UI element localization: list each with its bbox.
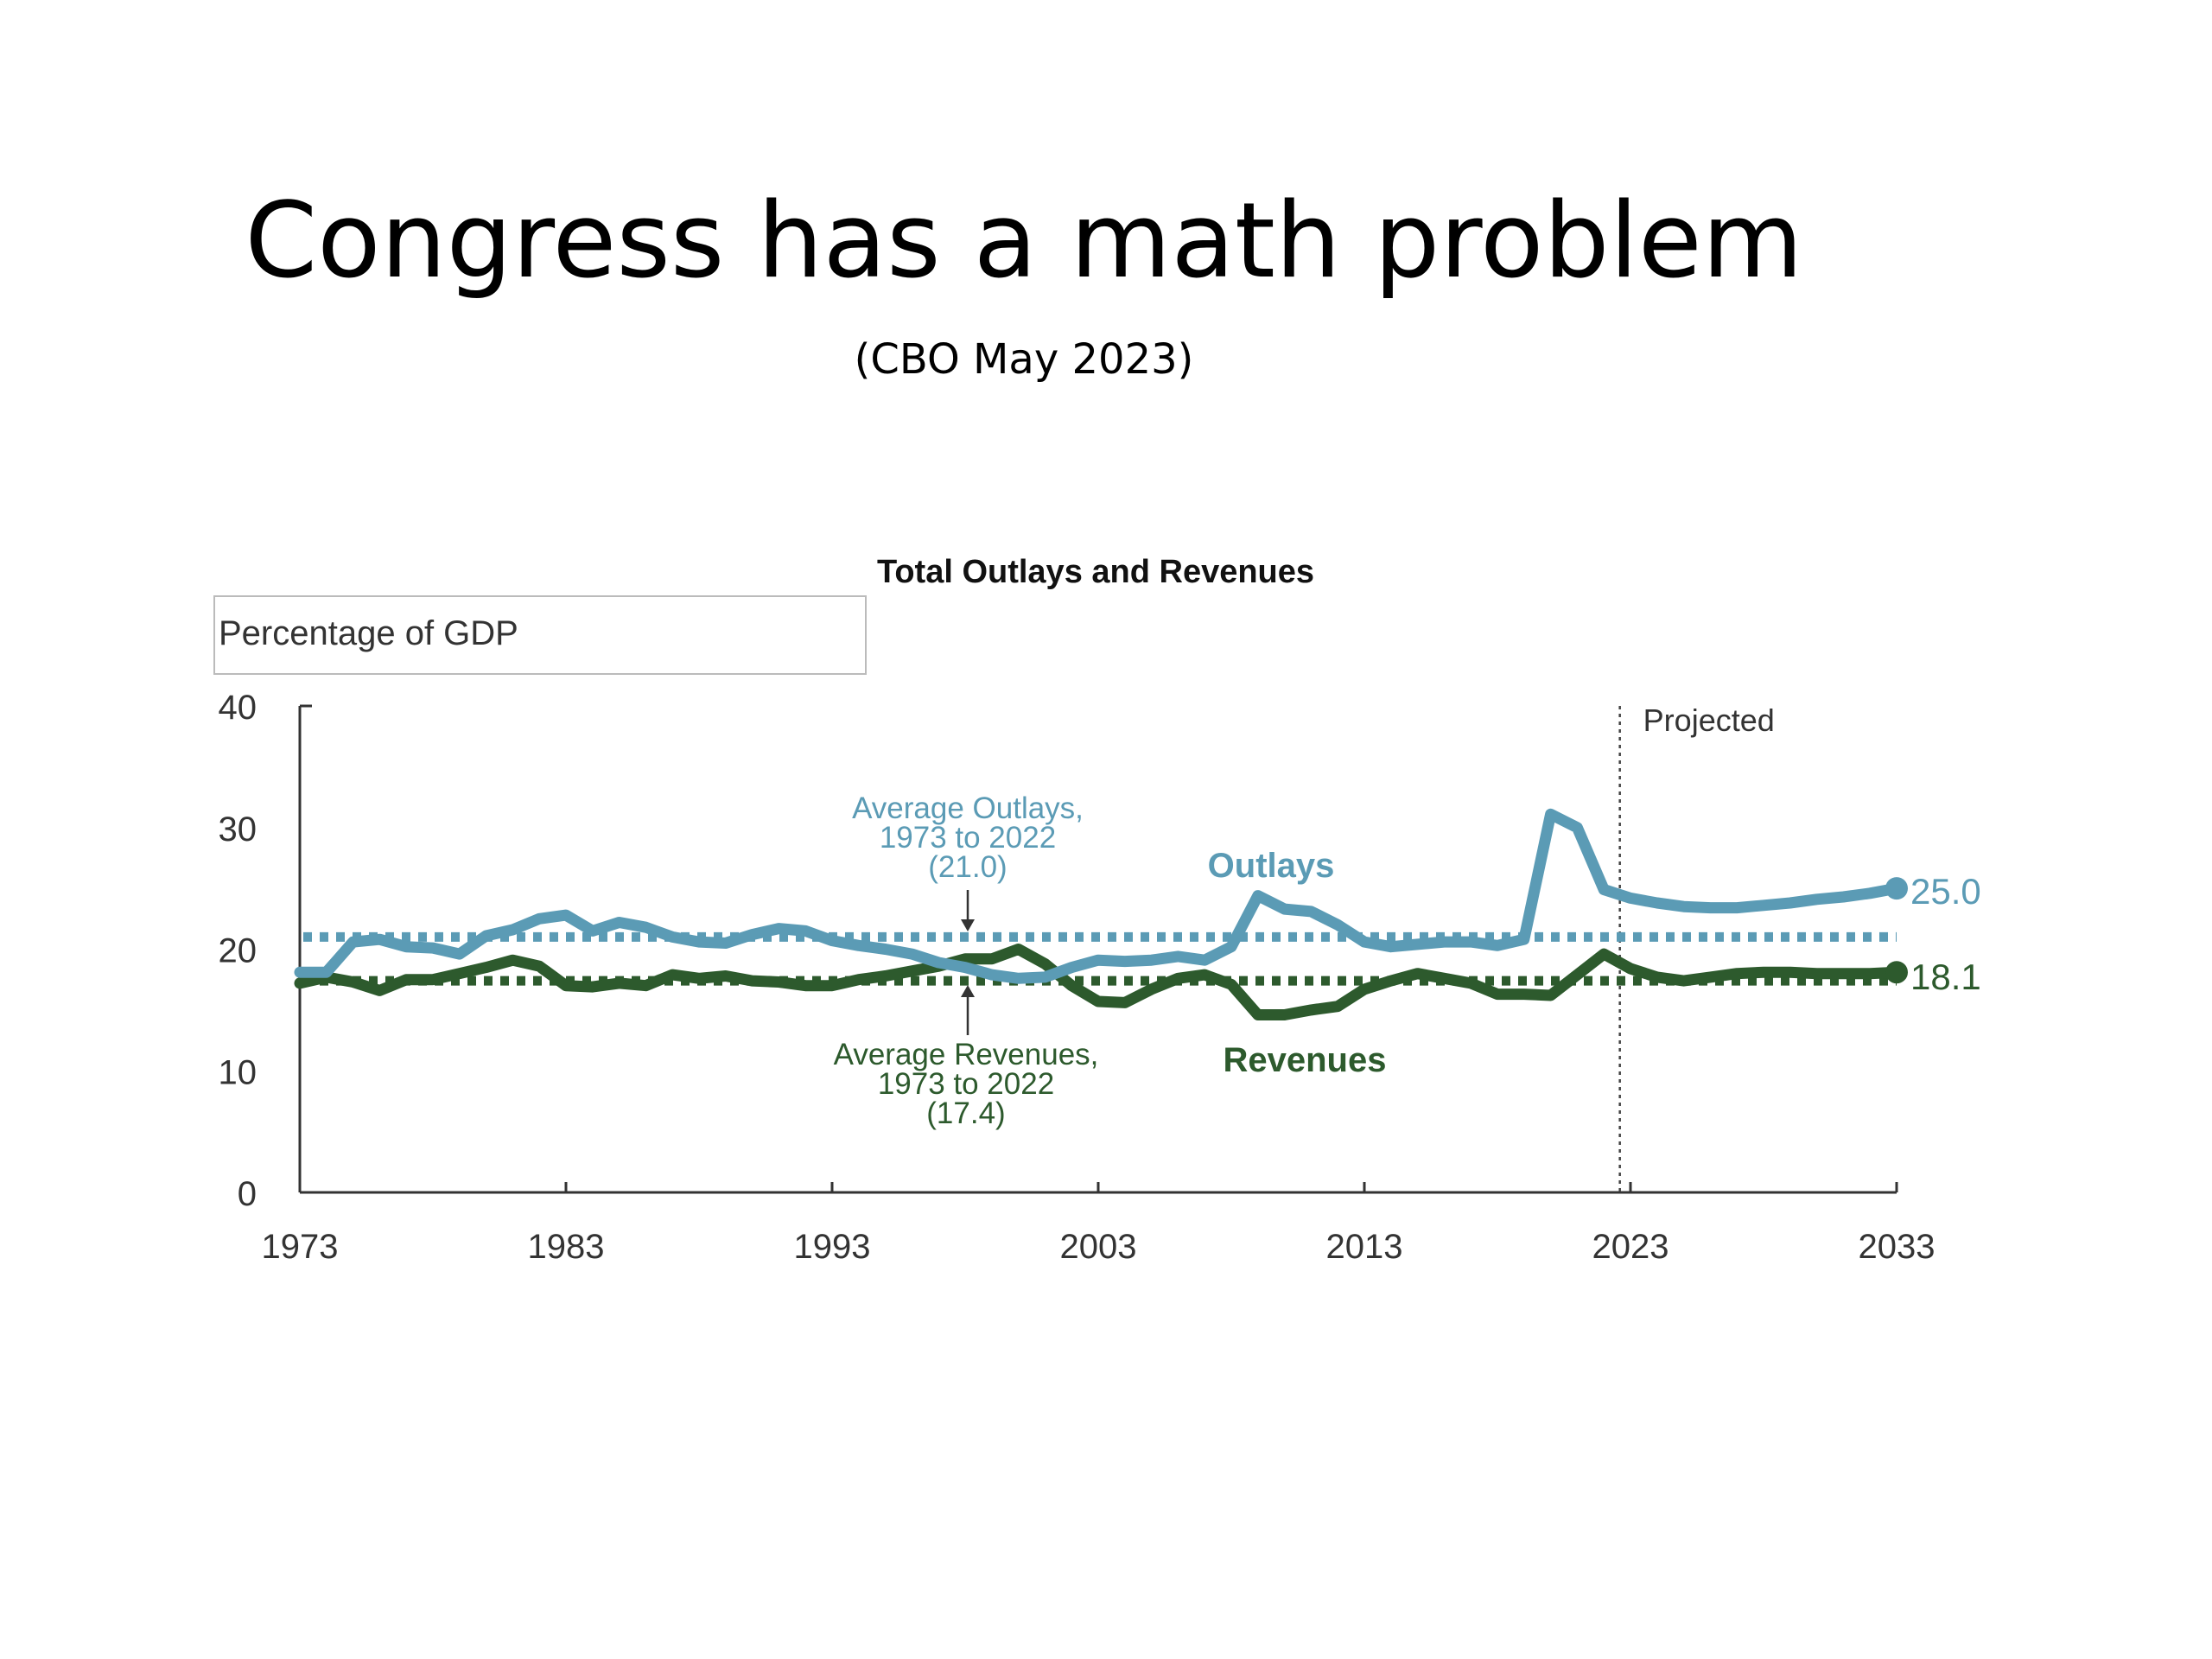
average-revenues-label: (17.4) — [926, 1096, 1005, 1130]
slide-subtitle: (CBO May 2023) — [854, 335, 1194, 384]
slide-title: Congress has a math problem — [245, 181, 1803, 302]
y-tick-label: 20 — [219, 932, 257, 970]
chart-title: Total Outlays and Revenues — [877, 554, 1314, 590]
outlays-series-label: Outlays — [1208, 847, 1335, 885]
projection-label: Projected — [1643, 702, 1775, 738]
average-revenues-arrowhead — [961, 985, 975, 997]
average-outlays-label: Average Outlays, — [852, 791, 1084, 825]
outlays-end-value: 25.0 — [1910, 871, 1981, 912]
x-tick-label: 1993 — [794, 1228, 871, 1266]
outlays-line — [294, 808, 1903, 984]
average-outlays-label: (21.0) — [928, 850, 1007, 884]
x-tick-label: 2023 — [1592, 1228, 1669, 1266]
y-tick-label: 10 — [219, 1053, 257, 1091]
y-tick-label: 30 — [219, 810, 257, 849]
revenues-series-label: Revenues — [1224, 1041, 1387, 1079]
x-tick-label: 1973 — [262, 1228, 339, 1266]
x-tick-label: 2003 — [1060, 1228, 1137, 1266]
axes: 0 10 20 30 40 1973 1983 1993 2003 2013 2023 2033 Pro… — [219, 689, 1936, 1266]
x-tick-label: 1983 — [528, 1228, 605, 1266]
outlays-end-marker — [1885, 877, 1908, 900]
revenues-end-value: 18.1 — [1910, 957, 1981, 997]
y-tick-label: 0 — [238, 1175, 257, 1213]
x-tick-label: 2013 — [1326, 1228, 1403, 1266]
revenues-line — [294, 944, 1903, 1020]
average-outlays-label: 1973 to 2022 — [880, 821, 1056, 855]
average-outlays-arrowhead — [961, 919, 975, 931]
revenues-end-marker — [1885, 961, 1908, 984]
unit-label: Percentage of GDP — [219, 614, 518, 652]
average-revenues-label: 1973 to 2022 — [878, 1067, 1054, 1101]
series-lines — [294, 808, 1908, 1020]
average-revenues-label: Average Revenues, — [834, 1038, 1099, 1071]
y-tick-label: 40 — [219, 689, 257, 727]
unit-label-box — [213, 595, 867, 675]
x-tick-label: 2033 — [1859, 1228, 1936, 1266]
